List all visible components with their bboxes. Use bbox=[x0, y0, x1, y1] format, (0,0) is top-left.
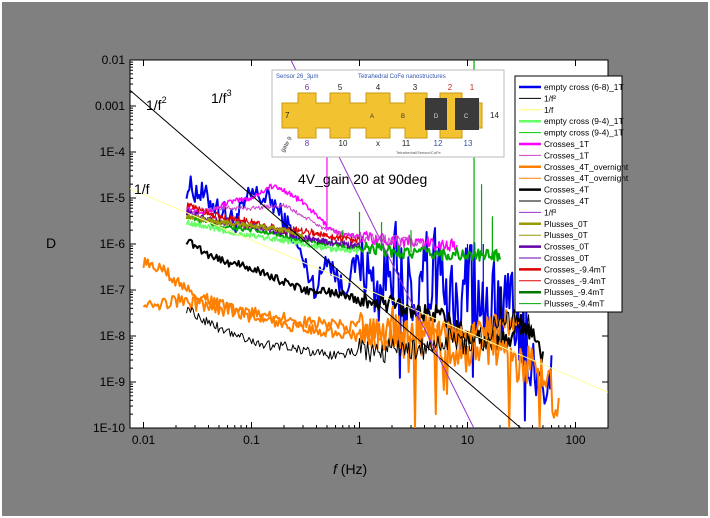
x-tick-label: 0.1 bbox=[243, 433, 260, 447]
inset-top-number: 2 bbox=[448, 83, 453, 92]
guide-label-1-over-f3: 1/f3 bbox=[211, 88, 232, 106]
inset-bottom-number: 13 bbox=[464, 139, 473, 148]
guide-label-1-over-f2-exp: 2 bbox=[162, 95, 167, 105]
guide-label-1-over-f2-base: 1/f bbox=[146, 97, 162, 113]
series-layer bbox=[142, 60, 560, 428]
series-line bbox=[142, 293, 560, 428]
inset-gold-pads bbox=[281, 92, 483, 139]
legend-label: Plusses_0T bbox=[544, 219, 588, 229]
x-tick-label: 0.01 bbox=[132, 433, 156, 447]
legend-label: Crosses_4T_overnight bbox=[544, 162, 629, 172]
y-tick-label: 1E-10 bbox=[93, 421, 125, 435]
inset-inner-label: A bbox=[370, 114, 374, 120]
x-axis-label: f (Hz) bbox=[333, 461, 367, 477]
inset-top-number: 4 bbox=[376, 83, 381, 92]
sensor-inset-image: Sensor 26_3μm Tetrahedral CoFe nanostruc… bbox=[271, 69, 505, 158]
y-tick-label: 1E-8 bbox=[100, 329, 126, 343]
y-tick-label: 1E-7 bbox=[100, 283, 126, 297]
x-tick-label: 100 bbox=[565, 433, 585, 447]
inset-inner-label: D bbox=[434, 114, 439, 120]
legend-label: empty cross (6-8)_1T bbox=[544, 82, 624, 92]
y-tick-label: 1E-4 bbox=[100, 145, 126, 159]
inset-right-title: Tetrahedral CoFe nanostructures bbox=[358, 74, 446, 80]
inset-right-number: 14 bbox=[490, 111, 499, 120]
y-tick-label: 1E-6 bbox=[100, 237, 126, 251]
legend-label: Crosses_0T bbox=[544, 242, 589, 252]
inset-pad-numbers: 6 5 4 3 2 1 8 10 x 11 12 13 7 14 A B C D bbox=[285, 83, 499, 148]
legend-label: Plusses_0T bbox=[544, 230, 588, 240]
series-line bbox=[186, 203, 425, 249]
x-axis-label-symbol: f bbox=[333, 461, 339, 477]
y-axis-label: D bbox=[46, 235, 56, 251]
inset-sensor-shape: gate 9 Tetrahedral/Sensor/CoFe bbox=[280, 92, 483, 155]
inset-inner-label: B bbox=[401, 114, 405, 120]
y-tick-label: 0.01 bbox=[102, 53, 126, 67]
inset-dark-pad-d bbox=[425, 98, 447, 130]
legend-label: Crosses_0T bbox=[544, 253, 589, 263]
y-tick-label: 0.001 bbox=[95, 99, 125, 113]
inset-top-number: 6 bbox=[305, 83, 310, 92]
inset-bottom-number: 8 bbox=[305, 139, 310, 148]
inset-inner-label: C bbox=[464, 114, 469, 120]
guide-label-1-over-f3-exp: 3 bbox=[227, 88, 232, 98]
guide-label-1-over-f: 1/f bbox=[134, 181, 150, 197]
y-tick-label: 1E-5 bbox=[100, 191, 126, 205]
legend-label: Plusses_-9.4mT bbox=[544, 287, 605, 297]
legend-label: 1/f² bbox=[544, 93, 556, 103]
x-tick-label: 1 bbox=[356, 433, 363, 447]
legend-label: Plusses_-9.4mT bbox=[544, 299, 605, 309]
legend-box bbox=[514, 75, 623, 313]
inset-left-number: 7 bbox=[285, 111, 290, 120]
legend-label: Crosses_1T bbox=[544, 139, 589, 149]
chart-annotation: 4V_gain 20 at 90deg bbox=[298, 171, 427, 187]
inset-footer: Tetrahedral/Sensor/CoFe bbox=[396, 150, 441, 155]
inset-dark-pad-c bbox=[455, 98, 479, 130]
guide-label-1-over-f2: 1/f2 bbox=[146, 95, 167, 113]
series-line bbox=[185, 219, 361, 255]
inset-left-title: Sensor 26_3μm bbox=[276, 74, 318, 80]
legend-label: Crosses_4T bbox=[544, 185, 589, 195]
legend-label: Crosses_4T bbox=[544, 196, 589, 206]
legend-label: empty cross (9-4)_1T bbox=[544, 116, 624, 126]
inset-top-number: 3 bbox=[413, 83, 418, 92]
x-tick-label: 10 bbox=[461, 433, 475, 447]
legend-label: 1/f³ bbox=[544, 207, 556, 217]
guide-line bbox=[130, 89, 522, 428]
guide-label-1-over-f3-base: 1/f bbox=[211, 90, 227, 106]
guide-line bbox=[130, 188, 608, 393]
legend-label: 1/f bbox=[544, 105, 554, 115]
inset-top-number: 1 bbox=[470, 83, 475, 92]
legend-label: Crosses_-9.4mT bbox=[544, 276, 606, 286]
legend-label: Crosses_1T bbox=[544, 150, 589, 160]
legend-label: Crosses_-9.4mT bbox=[544, 264, 606, 274]
inset-bottom-number: 12 bbox=[434, 139, 443, 148]
legend-label: empty cross (9-4)_1T bbox=[544, 128, 624, 138]
y-tick-label: 1E-9 bbox=[100, 375, 126, 389]
inset-top-number: 5 bbox=[338, 83, 343, 92]
inset-bottom-number: 10 bbox=[339, 139, 348, 148]
series-line bbox=[186, 306, 533, 364]
series-line bbox=[142, 257, 520, 351]
axis-ticks-group: 0.01 0.1 1 10 100 0.01 0.001 1E-4 1E-5 1E-6 1E-7 1E… bbox=[93, 53, 609, 447]
inset-bottom-number: x bbox=[376, 139, 380, 148]
legend-label: Crosses_4T_overnight bbox=[544, 173, 629, 183]
inset-bottom-number: 11 bbox=[402, 139, 411, 148]
x-axis-label-unit: (Hz) bbox=[337, 461, 367, 477]
